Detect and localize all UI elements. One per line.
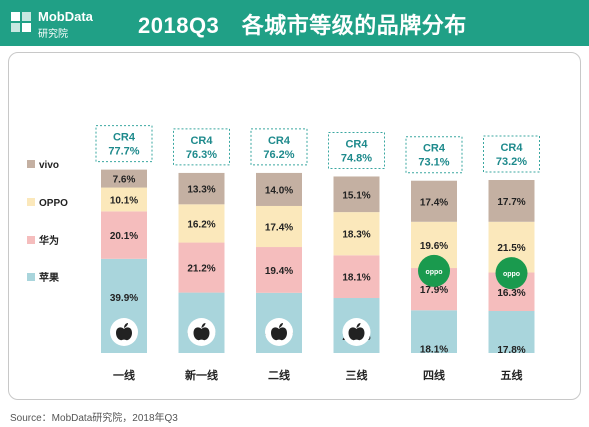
- bar-segment-huawei: [178, 242, 225, 293]
- cr4-label: CR4: [345, 138, 368, 150]
- cr4-box: [173, 128, 230, 166]
- cr4-label: CR4: [500, 142, 523, 154]
- apple-logo-icon: [187, 318, 216, 346]
- bar-segment-vivo: [101, 169, 147, 188]
- bar-segment-OPPO: [101, 187, 147, 212]
- category-label: 一线: [113, 368, 135, 382]
- legend-label-huawei: 华为: [39, 234, 59, 247]
- bar-segment-vivo: [411, 180, 457, 222]
- data-label-OPPO: 16.2%: [187, 219, 215, 230]
- legend-swatch-huawei: [27, 236, 35, 244]
- cr4-label: CR4: [268, 135, 291, 147]
- bar-segment-vivo: [178, 172, 225, 205]
- oppo-logo-icon: oppo: [418, 254, 450, 287]
- apple-logo-icon: [265, 318, 293, 346]
- data-label-OPPO: 17.4%: [265, 223, 293, 234]
- mobdata-logo-icon: [11, 12, 31, 32]
- category-label: 二线: [268, 368, 290, 382]
- data-label-huawei: 17.9%: [420, 285, 448, 296]
- apple-icon-body: [348, 327, 365, 341]
- data-label-huawei: 16.3%: [497, 288, 525, 299]
- bar-segment-OPPO: [178, 204, 225, 243]
- data-label-OPPO: 19.6%: [420, 241, 448, 252]
- bar-segment-vivo: [333, 176, 380, 213]
- data-label-OPPO: 10.1%: [110, 195, 138, 206]
- cr4-label: CR4: [113, 132, 136, 144]
- data-label-huawei: 21.2%: [187, 264, 215, 275]
- bar-segment-huawei: [256, 247, 302, 293]
- cr4-box: [483, 135, 540, 173]
- cr4-value: 76.2%: [263, 149, 294, 161]
- cr4-value: 74.8%: [341, 152, 372, 164]
- bar-segment-huawei: [333, 255, 380, 299]
- category-label: 新一线: [185, 368, 218, 382]
- oppo-icon-badge: [418, 254, 450, 287]
- page-title: 2018Q3 各城市等级的品牌分布: [138, 13, 467, 38]
- data-label-huawei: 18.1%: [342, 273, 370, 284]
- legend-swatch-vivo: [27, 160, 35, 168]
- apple-icon-leaf: [201, 323, 206, 328]
- oppo-icon-badge: [495, 257, 528, 290]
- header-bar: MobData 研究院 2018Q3 各城市等级的品牌分布: [0, 0, 589, 46]
- data-label-vivo: 7.6%: [113, 175, 136, 186]
- apple-logo-icon: [342, 318, 371, 346]
- oppo-icon-glyph: oppo: [503, 271, 520, 278]
- legend-label-apple: 苹果: [39, 271, 60, 284]
- cr4-value: 76.3%: [186, 149, 217, 161]
- apple-icon-leaf: [279, 323, 283, 328]
- apple-icon-body: [193, 327, 210, 341]
- logo-sub-text: 研究院: [38, 29, 68, 40]
- apple-icon-body: [116, 327, 132, 341]
- data-label-huawei: 20.1%: [110, 231, 138, 242]
- cr4-label: CR4: [423, 143, 446, 155]
- cr4-box: [328, 131, 385, 169]
- legend-label-OPPO: OPPO: [39, 198, 68, 209]
- apple-icon-leaf: [124, 323, 128, 328]
- bar-segment-apple: [411, 310, 457, 353]
- mobdata-logo: MobData 研究院: [10, 5, 120, 41]
- cr4-box: [405, 136, 463, 174]
- data-label-apple: 39.9%: [110, 293, 138, 304]
- data-label-vivo: 13.3%: [187, 185, 215, 196]
- cr4-box: [95, 125, 153, 163]
- category-label: 四线: [423, 368, 445, 382]
- data-label-vivo: 14.0%: [265, 185, 293, 196]
- data-label-vivo: 17.7%: [497, 197, 525, 208]
- category-label: 五线: [501, 368, 523, 382]
- data-label-apple: 17.8%: [497, 345, 525, 356]
- cr4-box: [250, 128, 308, 166]
- apple-icon-leaf: [356, 323, 361, 328]
- bar-segment-OPPO: [256, 205, 302, 248]
- cr4-value: 73.2%: [496, 156, 527, 168]
- oppo-logo-icon: oppo: [495, 257, 528, 290]
- source-note: Source：MobData研究院，2018年Q3: [10, 413, 178, 424]
- bar-segment-apple: [488, 310, 535, 353]
- data-label-vivo: 15.1%: [342, 190, 370, 201]
- cr4-value: 77.7%: [108, 146, 139, 158]
- apple-icon-body: [271, 327, 287, 341]
- data-label-OPPO: 18.3%: [342, 230, 370, 241]
- cr4-label: CR4: [190, 135, 213, 147]
- legend-swatch-OPPO: [27, 198, 35, 206]
- cr4-value: 73.1%: [418, 157, 449, 169]
- data-label-vivo: 17.4%: [420, 197, 448, 208]
- bar-segment-vivo: [256, 172, 302, 206]
- legend-swatch-apple: [27, 273, 35, 281]
- bar-segment-vivo: [488, 180, 535, 222]
- bar-segment-OPPO: [333, 212, 380, 256]
- category-label: 三线: [346, 368, 368, 382]
- logo-brand-text: MobData: [38, 9, 93, 24]
- data-label-apple: 18.1%: [420, 344, 448, 355]
- legend-label-vivo: vivo: [39, 160, 59, 171]
- bar-segment-huawei: [101, 211, 147, 259]
- data-label-huawei: 19.4%: [265, 266, 293, 277]
- data-label-OPPO: 21.5%: [497, 243, 525, 254]
- chart-frame: vivo OPPO 华为苹果 39.9% 20.1% 10.1% 7.6% CR4 77.7% 一…: [8, 52, 581, 400]
- oppo-icon-glyph: oppo: [425, 269, 442, 276]
- apple-logo-icon: [110, 318, 138, 346]
